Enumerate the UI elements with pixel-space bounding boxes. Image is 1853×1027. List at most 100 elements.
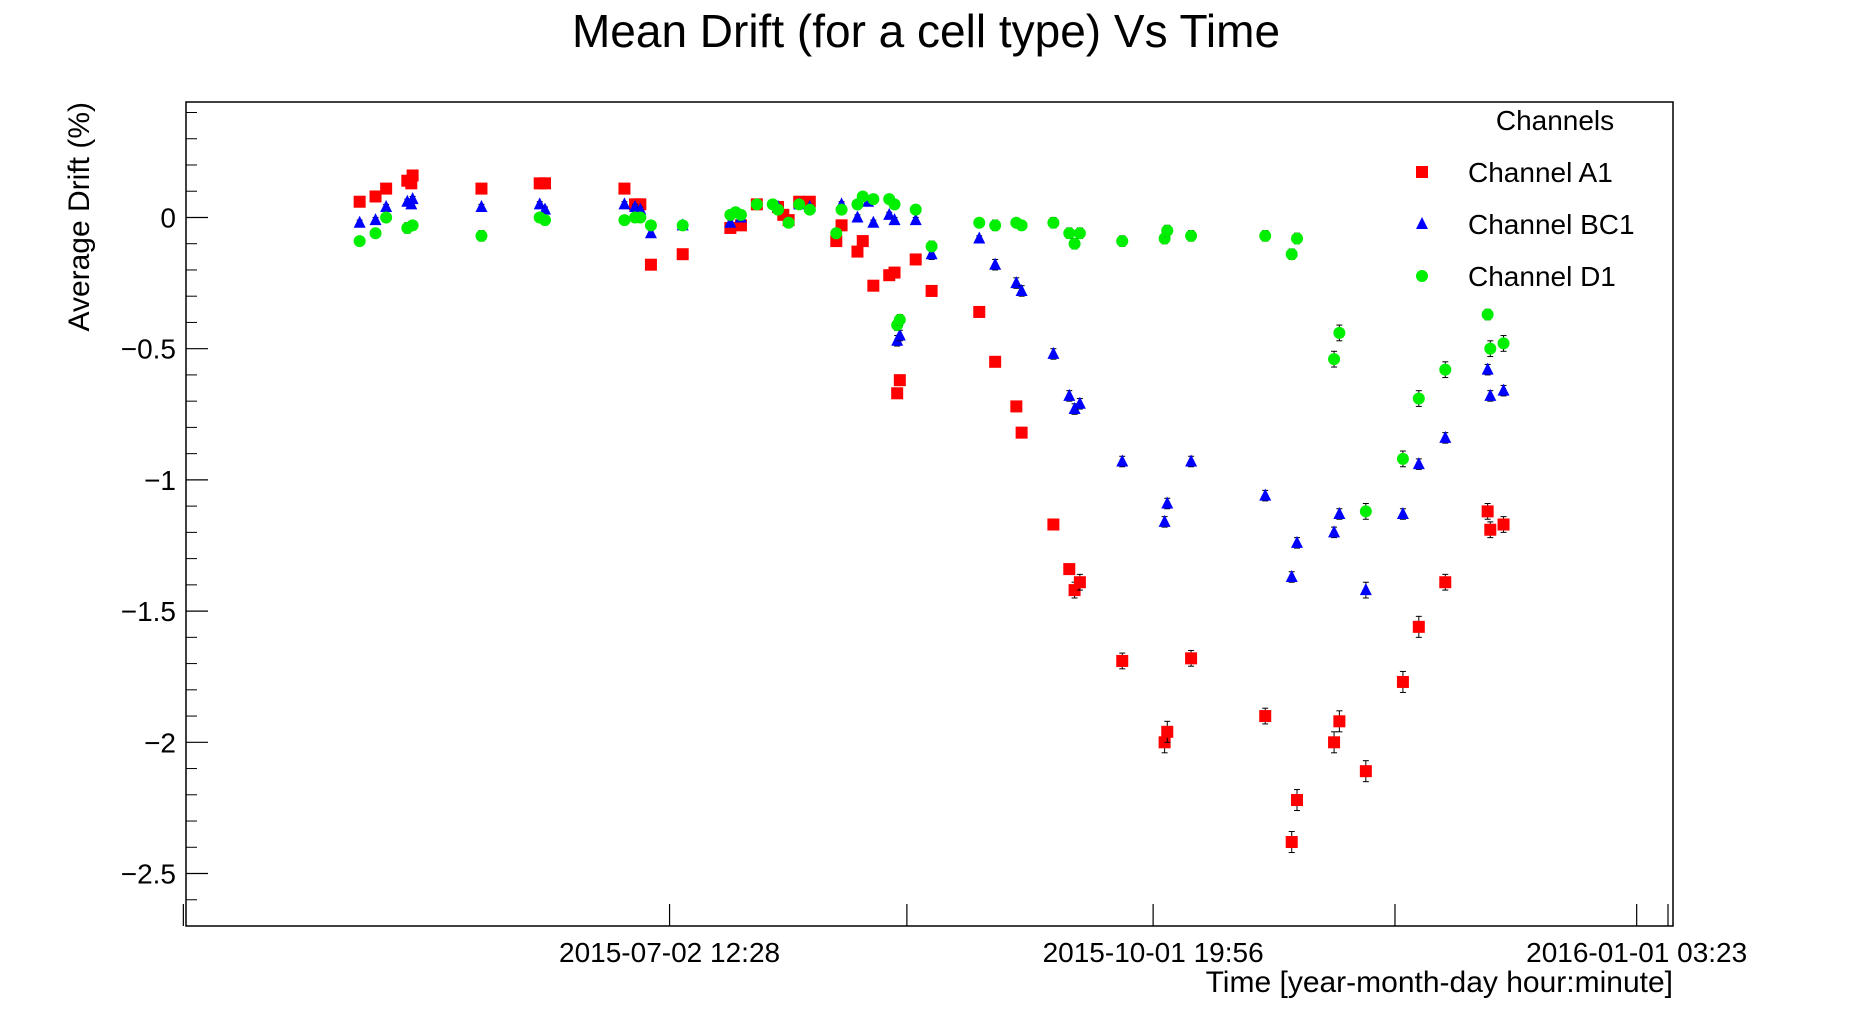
data-point — [406, 169, 419, 182]
data-point — [1161, 496, 1174, 509]
data-point — [925, 240, 938, 253]
data-point — [618, 182, 631, 195]
data-point — [1259, 710, 1272, 723]
data-point — [909, 213, 922, 226]
data-point — [734, 208, 747, 221]
data-point — [1063, 227, 1076, 240]
data-point — [989, 355, 1002, 368]
data-point — [369, 227, 382, 240]
data-point — [475, 229, 488, 242]
data-point — [1063, 388, 1076, 401]
data-point — [867, 193, 880, 206]
data-point — [1015, 219, 1028, 232]
data-point — [634, 211, 647, 224]
data-point — [888, 213, 901, 226]
data-point — [533, 197, 546, 210]
data-point — [1158, 514, 1171, 527]
data-point — [539, 202, 552, 215]
legend-label: Channel D1 — [1468, 261, 1616, 292]
data-point — [1291, 535, 1304, 548]
legend-label: Channel A1 — [1468, 157, 1613, 188]
data-point — [1497, 383, 1510, 396]
data-point — [909, 203, 922, 216]
data-point — [1259, 488, 1272, 501]
data-point — [1333, 715, 1346, 728]
data-point — [644, 226, 657, 239]
data-point — [1010, 276, 1023, 289]
data-point — [1073, 396, 1086, 409]
data-point — [1291, 232, 1304, 245]
data-point — [1185, 652, 1198, 665]
data-point — [1439, 430, 1452, 443]
x-tick-label: 2015-07-02 12:28 — [559, 937, 780, 968]
data-point — [1328, 353, 1341, 366]
data-point — [618, 214, 631, 227]
data-point — [1161, 224, 1174, 237]
data-point — [1328, 525, 1341, 538]
axes-layer: 0 −0.5 −1 −1.5 −2 −2.5 2015-07-02 12:28 2015-10… — [121, 111, 1747, 968]
data-point — [973, 305, 986, 318]
data-point — [618, 197, 631, 210]
data-point — [1010, 400, 1023, 413]
data-point — [989, 257, 1002, 270]
data-point — [1259, 229, 1272, 242]
data-point — [1484, 388, 1497, 401]
data-point — [750, 198, 763, 211]
data-point — [1073, 576, 1086, 589]
data-point — [539, 214, 552, 227]
data-point — [1015, 426, 1028, 439]
data-point — [856, 190, 869, 203]
data-point — [989, 219, 1002, 232]
data-point — [851, 245, 864, 258]
data-point — [1116, 654, 1129, 667]
marks-layer — [353, 169, 1510, 854]
data-point — [1359, 583, 1372, 596]
data-point — [1116, 454, 1129, 467]
data-point — [1497, 337, 1510, 350]
data-point — [676, 248, 689, 261]
plot-frame — [185, 101, 1674, 927]
data-point — [867, 279, 880, 292]
data-point — [1333, 507, 1346, 519]
data-point — [835, 203, 848, 216]
y-tick-label: −2.5 — [121, 859, 176, 890]
data-point — [973, 231, 986, 244]
data-point — [1185, 454, 1198, 467]
data-point — [888, 266, 901, 279]
data-point — [676, 219, 689, 232]
data-point — [1439, 576, 1452, 589]
legend: Channels Channel A1 Channel BC1 Channel D1 — [1416, 105, 1635, 292]
data-point — [380, 182, 393, 195]
y-axis-label: Average Drift (%) — [63, 102, 96, 332]
y-tick-label: −2 — [144, 727, 176, 758]
legend-title: Channels — [1496, 105, 1614, 136]
data-point — [1333, 326, 1346, 339]
data-point — [724, 215, 737, 228]
data-point — [1047, 518, 1060, 531]
data-point — [380, 199, 393, 212]
data-point — [634, 202, 647, 215]
data-point — [369, 213, 382, 226]
data-point — [1291, 794, 1304, 807]
data-point — [1396, 452, 1409, 465]
data-point — [539, 177, 552, 190]
data-point — [772, 203, 785, 216]
data-point — [925, 284, 938, 297]
data-point — [1015, 283, 1028, 296]
data-point — [1116, 235, 1129, 248]
data-point — [1285, 569, 1298, 582]
data-point — [475, 199, 488, 212]
data-point — [793, 198, 806, 211]
data-point — [1497, 518, 1510, 531]
data-point — [644, 258, 657, 271]
data-point — [1481, 308, 1494, 321]
data-point — [644, 219, 657, 232]
data-point — [1047, 216, 1060, 229]
data-point — [406, 192, 419, 205]
y-tick-label: −1.5 — [121, 596, 176, 627]
data-point — [1359, 765, 1372, 778]
data-point — [1185, 229, 1198, 242]
data-point — [1359, 505, 1372, 518]
